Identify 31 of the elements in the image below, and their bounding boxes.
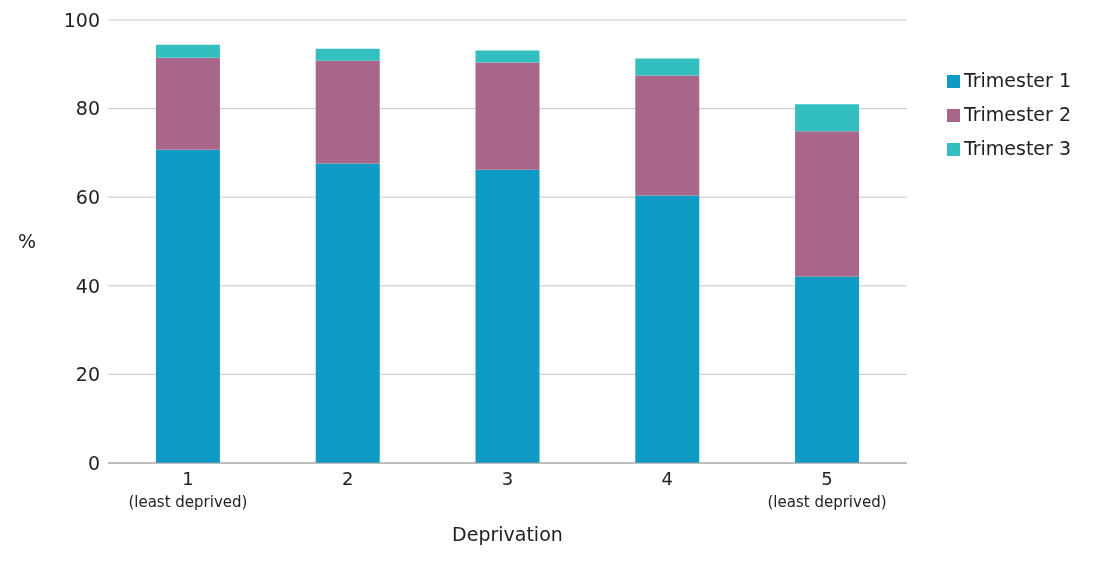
bar xyxy=(475,169,540,463)
x-tick-label: 4 xyxy=(661,468,673,489)
bar xyxy=(155,149,220,463)
legend-label: Trimester 2 xyxy=(963,103,1071,125)
bar xyxy=(795,104,860,132)
x-tick-label: 2 xyxy=(341,468,354,489)
bar xyxy=(315,163,380,463)
bar xyxy=(315,60,380,164)
bar xyxy=(635,195,700,463)
y-tick-label: 60 xyxy=(75,185,100,208)
y-axis-title: % xyxy=(18,230,37,253)
bar xyxy=(795,131,860,277)
bar xyxy=(315,48,380,61)
x-tick-label: 1 (least deprived) xyxy=(128,468,248,511)
bar xyxy=(475,50,540,63)
bar xyxy=(155,57,220,150)
x-tick-label: 3 xyxy=(501,468,514,489)
legend-label: Trimester 1 xyxy=(963,69,1071,91)
y-tick-label: 0 xyxy=(87,451,100,474)
bar xyxy=(155,44,220,58)
bar xyxy=(635,75,700,196)
bar xyxy=(475,62,540,170)
y-tick-label: 100 xyxy=(63,8,100,31)
bar xyxy=(635,58,700,76)
bar xyxy=(795,276,860,463)
legend-label: Trimester 3 xyxy=(963,137,1071,159)
y-tick-label: 40 xyxy=(75,274,100,297)
x-tick-label: 5 (least deprived) xyxy=(767,468,887,511)
x-axis-title: Deprivation xyxy=(452,523,563,545)
y-tick-label: 80 xyxy=(75,97,100,120)
y-tick-label: 20 xyxy=(75,363,100,386)
